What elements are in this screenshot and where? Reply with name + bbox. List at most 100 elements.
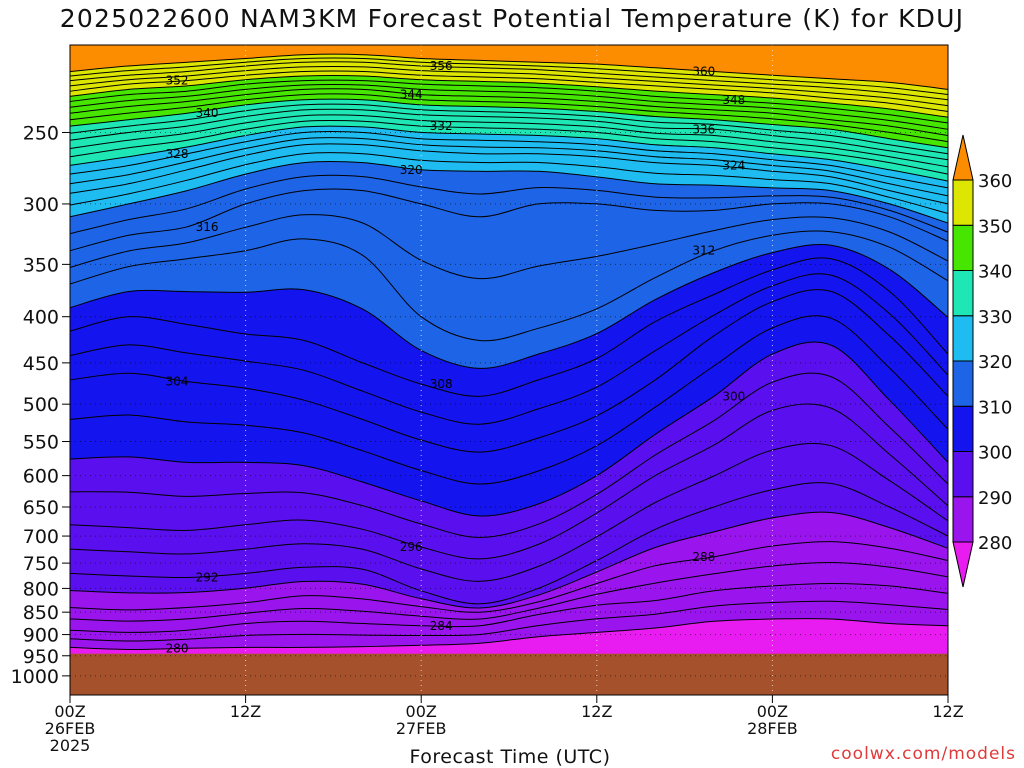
source-credit: coolwx.com/models [830, 744, 1016, 764]
contour-label-352: 352 [166, 74, 189, 88]
contour-label-300: 300 [722, 389, 745, 403]
isentrope-306 [69, 273, 949, 425]
y-tick-label-750: 750 [23, 553, 59, 575]
x-tick-label-60-0: 12Z [932, 702, 963, 721]
colorbar-label-320: 320 [978, 352, 1012, 373]
contour-label-340: 340 [196, 106, 219, 120]
isentrope-328 [69, 130, 949, 189]
isentrope-308 [69, 257, 949, 397]
isentrope-344 [69, 88, 949, 137]
isentrope-318 [69, 174, 949, 235]
x-tick-label-24-0: 00Z [406, 702, 437, 721]
plot-border [69, 44, 949, 696]
y-tick-label-550: 550 [23, 432, 59, 454]
contour-label-312: 312 [692, 244, 715, 258]
isentrope-292 [69, 482, 949, 605]
isentrope-288 [69, 541, 949, 613]
x-tick-label-0-2: 2025 [50, 736, 91, 755]
colorbar-swatch-310 [952, 360, 974, 407]
isentrope-280 [69, 618, 949, 651]
isentrope-304 [69, 289, 949, 453]
x-tick-label-48-1: 28FEB [747, 719, 798, 738]
isentrope-324 [69, 143, 949, 205]
colorbar-label-280: 280 [978, 533, 1012, 554]
x-tick-label-36-0: 12Z [581, 702, 612, 721]
contour-label-288: 288 [692, 550, 715, 564]
chart-title: 2025022600 NAM3KM Forecast Potential Tem… [59, 4, 965, 33]
colorbar: 280 290 300 310 320 330 340 350 360 [952, 134, 1012, 588]
isentrope-358 [69, 57, 949, 96]
y-tick-label-650: 650 [23, 497, 59, 519]
isentrope-342 [69, 93, 949, 143]
isentrope-314 [69, 214, 949, 280]
isentrope-294 [69, 443, 949, 582]
contour-label-284: 284 [430, 619, 453, 633]
isentrope-316 [69, 188, 949, 252]
y-tick-label-500: 500 [23, 394, 59, 416]
isentrope-352 [69, 70, 949, 112]
isentrope-284 [69, 582, 949, 633]
x-tick-label-12-0: 12Z [230, 702, 261, 721]
y-tick-label-400: 400 [23, 307, 59, 329]
isentrope-332 [69, 120, 949, 175]
isentrope-360 [69, 53, 949, 90]
isentrope-320 [69, 160, 949, 224]
contour-label-280: 280 [166, 641, 189, 655]
contour-label-344: 344 [400, 88, 423, 102]
y-axis: 2503003504004505005506006507007508008509… [11, 122, 70, 688]
contour-label-320: 320 [400, 163, 423, 177]
isentrope-300 [69, 341, 949, 517]
isentrope-326 [69, 137, 949, 197]
isentrope-lines [69, 53, 949, 651]
colorbar-swatch-330 [952, 270, 974, 317]
colorbar-label-300: 300 [978, 443, 1012, 464]
colorbar-label-310: 310 [978, 397, 1012, 418]
y-tick-label-900: 900 [23, 625, 59, 647]
y-tick-label-450: 450 [23, 353, 59, 375]
isentrope-336 [69, 108, 949, 161]
y-tick-label-850: 850 [23, 602, 59, 624]
isentrope-330 [69, 125, 949, 182]
colorbar-swatch-300 [952, 405, 974, 452]
contour-label-332: 332 [430, 119, 453, 133]
y-tick-label-300: 300 [23, 194, 59, 216]
colorbar-top-arrow [952, 134, 974, 181]
colorbar-bottom-arrow [952, 541, 974, 588]
contour-label-304: 304 [166, 375, 189, 389]
contour-label-296: 296 [400, 540, 423, 554]
y-tick-label-1000: 1000 [11, 666, 59, 688]
y-tick-label-700: 700 [23, 526, 59, 548]
isentrope-338 [69, 103, 949, 155]
band-fill-360 [70, 45, 948, 90]
isentrope-356 [69, 61, 949, 101]
contour-label-316: 316 [196, 220, 219, 234]
isentrope-312 [69, 230, 949, 342]
isentrope-350 [69, 75, 949, 118]
colorbar-label-340: 340 [978, 262, 1012, 283]
isentrope-286 [69, 561, 949, 622]
colorbar-label-290: 290 [978, 488, 1012, 509]
colorbar-label-350: 350 [978, 216, 1012, 237]
colorbar-swatch-290 [952, 451, 974, 498]
isentrope-322 [69, 152, 949, 214]
isentrope-334 [69, 114, 949, 168]
contour-label-308: 308 [430, 377, 453, 391]
colorbar-label-360: 360 [978, 171, 1012, 192]
contour-label-356: 356 [430, 59, 453, 73]
isentrope-282 [69, 600, 949, 642]
isentrope-346 [69, 83, 949, 130]
isentrope-296 [69, 403, 949, 560]
contour-label-336: 336 [692, 122, 715, 136]
isentrope-290 [69, 511, 949, 609]
y-tick-label-250: 250 [23, 122, 59, 144]
contour-label-348: 348 [722, 93, 745, 107]
y-tick-label-600: 600 [23, 466, 59, 488]
isentrope-340 [69, 98, 949, 149]
x-tick-label-0-0: 00Z [54, 702, 85, 721]
y-tick-label-350: 350 [23, 254, 59, 276]
isentrope-310 [69, 244, 949, 369]
isentrope-302 [69, 315, 949, 485]
colorbar-swatch-320 [952, 315, 974, 362]
